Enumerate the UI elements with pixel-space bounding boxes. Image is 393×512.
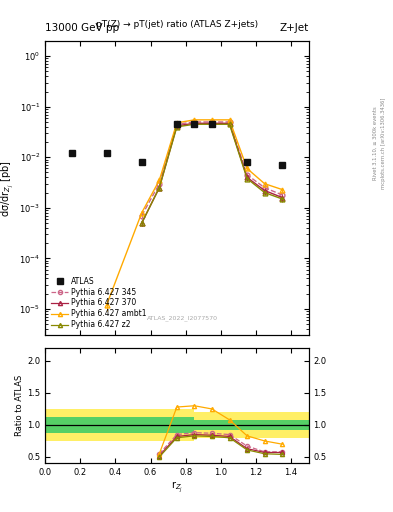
ATLAS [192, 121, 197, 127]
Line: ATLAS: ATLAS [68, 121, 285, 168]
ATLAS [140, 159, 144, 165]
ATLAS [174, 121, 179, 127]
X-axis label: r$_{Z_j}$: r$_{Z_j}$ [171, 480, 183, 495]
Y-axis label: Ratio to ATLAS: Ratio to ATLAS [15, 375, 24, 436]
ATLAS [245, 159, 250, 165]
ATLAS [69, 150, 74, 156]
Text: pT(Z) → pT(jet) ratio (ATLAS Z+jets): pT(Z) → pT(jet) ratio (ATLAS Z+jets) [96, 20, 258, 29]
Text: ATLAS_2022_I2077570: ATLAS_2022_I2077570 [147, 315, 218, 321]
ATLAS [104, 150, 109, 156]
Text: Rivet 3.1.10, ≥ 300k events: Rivet 3.1.10, ≥ 300k events [373, 106, 378, 180]
ATLAS [280, 162, 285, 168]
Text: mcplots.cern.ch [arXiv:1306.3436]: mcplots.cern.ch [arXiv:1306.3436] [381, 98, 386, 189]
ATLAS [209, 121, 214, 127]
Legend: ATLAS, Pythia 6.427 345, Pythia 6.427 370, Pythia 6.427 ambt1, Pythia 6.427 z2: ATLAS, Pythia 6.427 345, Pythia 6.427 37… [49, 274, 149, 332]
Text: 13000 GeV pp: 13000 GeV pp [45, 23, 119, 33]
Text: Z+Jet: Z+Jet [279, 23, 309, 33]
Y-axis label: dσ/dr$_{Z_j}$ [pb]: dσ/dr$_{Z_j}$ [pb] [0, 160, 17, 217]
